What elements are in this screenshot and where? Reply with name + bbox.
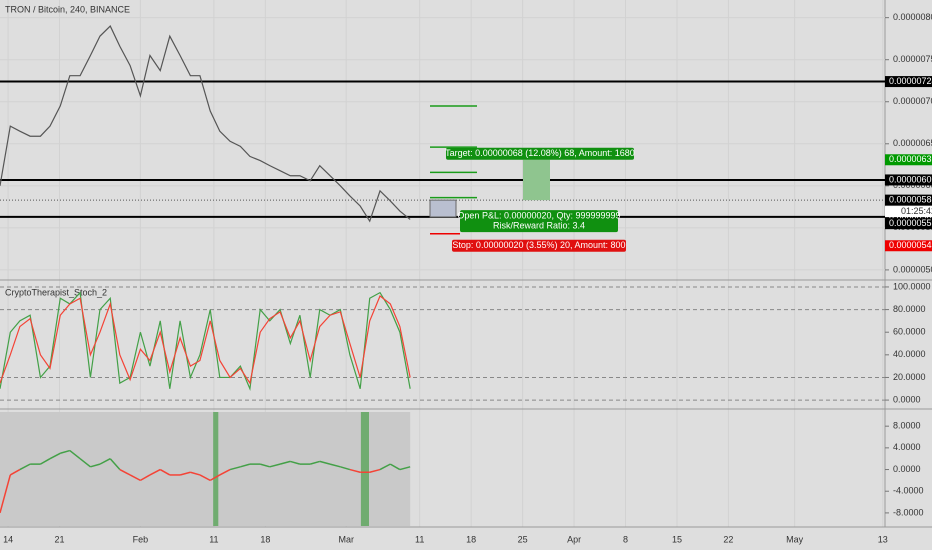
indicator-segment (90, 463, 101, 468)
indicator-segment (290, 460, 301, 465)
indicator-segment (19, 463, 31, 471)
indicator-segment (119, 468, 131, 476)
indicator-segment (190, 471, 201, 476)
indicator-segment (199, 474, 211, 482)
x-tick-label: 14 (3, 534, 13, 544)
indicator-segment (369, 468, 381, 473)
pane-title: TRON / Bitcoin, 240, BINANCE (5, 4, 130, 14)
series-line (0, 295, 411, 385)
indicator-segment (229, 466, 241, 471)
indicator-segment (349, 468, 361, 473)
x-tick-label: 8 (623, 534, 628, 544)
indicator-segment (209, 474, 221, 482)
price-label-box (885, 194, 932, 206)
indicator-segment (340, 466, 351, 471)
x-tick-label: Apr (567, 534, 581, 544)
x-tick-label: Mar (338, 534, 354, 544)
indicator-segment (140, 474, 151, 482)
indicator-segment (0, 474, 12, 514)
x-tick-label: May (786, 534, 804, 544)
y-tick-label: 0.00000700 (893, 96, 932, 106)
position-label-box (460, 210, 618, 233)
indicator-segment (319, 460, 331, 465)
indicator-segment (99, 458, 111, 465)
countdown: 01:25:42 (901, 206, 932, 216)
x-tick-label: 21 (55, 534, 65, 544)
y-tick-label: -4.0000 (893, 486, 924, 496)
indicator-segment (60, 449, 71, 455)
x-tick-label: 18 (260, 534, 270, 544)
y-tick-label: 0.00000500 (893, 264, 932, 274)
signal-band (213, 412, 219, 526)
price-label: 0.00000583 (889, 194, 932, 204)
price-label-box (885, 154, 932, 166)
x-tick-label: Feb (133, 534, 149, 544)
indicator-segment (129, 474, 141, 482)
price-label: 0.00000543 (889, 240, 932, 250)
y-tick-label: 0.0000 (893, 464, 921, 474)
y-tick-label: -8.0000 (893, 507, 924, 517)
indicator-segment (389, 463, 401, 471)
indicator-segment (149, 468, 161, 476)
target-zone (523, 159, 550, 201)
position-label: Risk/Reward Ratio: 3.4 (493, 220, 585, 230)
price-label-box (885, 174, 932, 186)
position-label: Open P&L: 0.00000020, Qty: 999999999 (457, 210, 620, 220)
indicator-segment (159, 468, 171, 476)
indicator-segment (109, 458, 121, 471)
indicator-background (0, 412, 411, 526)
indicator-segment (260, 463, 270, 468)
y-tick-label: 8.0000 (893, 421, 921, 431)
open-pnl-zone (429, 199, 457, 218)
y-tick-label: 20.0000 (893, 372, 926, 382)
x-tick-label: 11 (415, 534, 424, 544)
price-label-box (885, 240, 932, 252)
indicator-segment (309, 460, 320, 465)
x-tick-label: 22 (723, 534, 733, 544)
price-label: 0.00000724 (889, 76, 932, 86)
y-tick-label: 100.0000 (893, 281, 931, 291)
countdown-box (885, 206, 932, 218)
y-tick-label: 0.00000650 (893, 138, 932, 148)
price-label-box (885, 218, 932, 230)
position-label: Target: 0.00000068 (12.08%) 68, Amount: … (445, 148, 635, 158)
indicator-segment (240, 463, 251, 468)
position-label-box (452, 239, 626, 252)
x-tick-label: 15 (672, 534, 682, 544)
position-label: Stop: 0.00000020 (3.55%) 20, Amount: 800 (452, 240, 625, 250)
x-tick-label: 25 (518, 534, 528, 544)
indicator-segment (269, 463, 281, 468)
indicator-segment (219, 468, 231, 476)
series-line (0, 25, 411, 223)
y-tick-label: 0.0000 (893, 394, 921, 404)
x-tick-label: 18 (466, 534, 476, 544)
indicator-segment (40, 458, 51, 465)
y-tick-label: 0.00000800 (893, 12, 932, 22)
indicator-segment (179, 471, 191, 476)
y-tick-label: 80.0000 (893, 304, 926, 314)
indicator-segment (379, 463, 391, 471)
indicator-segment (79, 458, 91, 468)
indicator-segment (9, 468, 21, 476)
y-tick-label: 60.0000 (893, 327, 926, 337)
indicator-segment (399, 466, 411, 471)
x-tick-label: 13 (878, 534, 888, 544)
price-label-box (885, 76, 932, 88)
y-tick-label: 0.00000750 (893, 54, 932, 64)
x-tick-label: 11 (209, 534, 218, 544)
indicator-segment (49, 452, 61, 460)
y-tick-label: 40.0000 (893, 349, 926, 359)
price-label: 0.00000607 (889, 174, 932, 184)
price-label: 0.00000631 (889, 154, 932, 164)
signal-band (360, 412, 369, 526)
price-label: 0.00000555 (889, 218, 932, 228)
indicator-segment (329, 463, 341, 468)
y-tick-label: 4.0000 (893, 442, 921, 452)
indicator-segment (69, 449, 81, 460)
position-label-box (446, 147, 634, 160)
indicator-segment (279, 460, 291, 465)
pane-title: CryptoTherapist_Stoch_2 (5, 287, 107, 297)
